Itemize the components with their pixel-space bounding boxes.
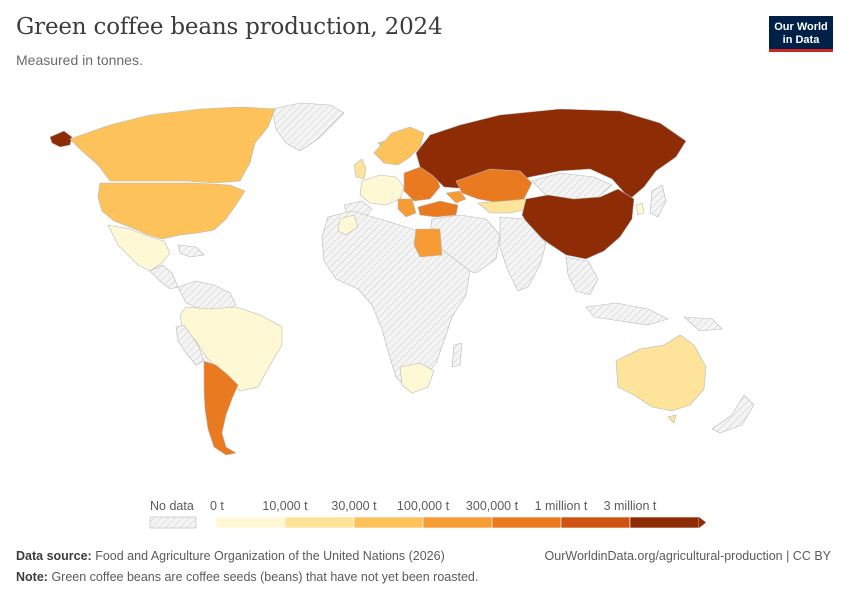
legend-bin-label: 30,000 t [331, 499, 377, 513]
legend-bin-label: 10,000 t [262, 499, 308, 513]
legend-bin-swatch[interactable] [560, 516, 631, 529]
balkans[interactable] [397, 198, 417, 218]
legend-bin-label: 3 million t [604, 499, 657, 513]
logo-line-1: Our World [774, 21, 828, 33]
morocco[interactable] [337, 214, 359, 236]
legend-bin-label: 1 million t [535, 499, 588, 513]
legend-bin-label: 100,000 t [397, 499, 450, 513]
legend-no-data-swatch [149, 516, 197, 529]
mexico[interactable] [107, 224, 171, 272]
south-africa[interactable] [399, 362, 435, 394]
greenland[interactable] [271, 102, 345, 152]
united-kingdom[interactable] [353, 158, 367, 180]
legend-bin-swatch[interactable] [284, 516, 355, 529]
korea[interactable] [635, 202, 645, 216]
central-america[interactable] [149, 264, 179, 290]
caribbean[interactable] [177, 244, 205, 258]
source-text[interactable]: Food and Agriculture Organization of the… [95, 549, 445, 563]
australia[interactable] [615, 334, 707, 412]
footer-note: Note: Green coffee beans are coffee seed… [16, 570, 478, 584]
legend-bin-swatch[interactable] [353, 516, 424, 529]
note-label: Note: [16, 570, 48, 584]
legend-arrow-icon [699, 517, 706, 528]
owid-logo[interactable]: Our World in Data [769, 16, 833, 52]
southeast-asia[interactable] [565, 256, 599, 296]
turkey[interactable] [417, 200, 459, 218]
legend-bin-label: 300,000 t [466, 499, 519, 513]
footer-credit[interactable]: OurWorldinData.org/agricultural-producti… [544, 549, 831, 563]
world-map[interactable] [0, 95, 850, 475]
legend-no-data-label: No data [150, 499, 194, 513]
japan[interactable] [649, 184, 667, 218]
canada[interactable] [69, 106, 276, 184]
legend-bin-swatch[interactable] [629, 516, 700, 529]
alaska[interactable] [49, 130, 73, 148]
maritime-southeast-asia[interactable] [585, 302, 669, 326]
mongolia[interactable] [531, 172, 613, 200]
logo-line-2: in Data [782, 34, 820, 46]
chart-title: Green coffee beans production, 2024 [16, 14, 443, 40]
egypt[interactable] [413, 228, 443, 258]
legend-bin-swatch[interactable] [422, 516, 493, 529]
legend-bins: 0 t 10,000 t 30,000 t 100,000 t 300,000 t 1 m… [210, 499, 706, 529]
scandinavia[interactable] [373, 126, 425, 166]
andes-region[interactable] [175, 324, 205, 366]
madagascar[interactable] [451, 342, 463, 368]
legend-bin-label: 0 t [210, 499, 224, 513]
legend-bin-swatch[interactable] [215, 516, 286, 529]
northern-south-america[interactable] [177, 280, 237, 312]
papua-new-guinea[interactable] [683, 316, 723, 332]
central-asia[interactable] [477, 198, 529, 214]
legend-bin-swatch[interactable] [491, 516, 562, 529]
south-asia[interactable] [499, 216, 547, 292]
united-states[interactable] [97, 182, 246, 240]
argentina-chile[interactable] [203, 360, 239, 456]
new-zealand[interactable] [711, 394, 755, 434]
western-europe[interactable] [359, 174, 405, 206]
chart-subtitle: Measured in tonnes. [16, 52, 143, 68]
legend: No data 0 t 10,000 t 30,000 t 100,000 t 300,… [149, 499, 706, 529]
tasmania[interactable] [667, 414, 677, 424]
caucasus[interactable] [445, 190, 467, 204]
source-label: Data source: [16, 549, 92, 563]
footer-source: Data source: Food and Agriculture Organi… [16, 549, 445, 563]
note-text: Green coffee beans are coffee seeds (bea… [51, 570, 479, 584]
